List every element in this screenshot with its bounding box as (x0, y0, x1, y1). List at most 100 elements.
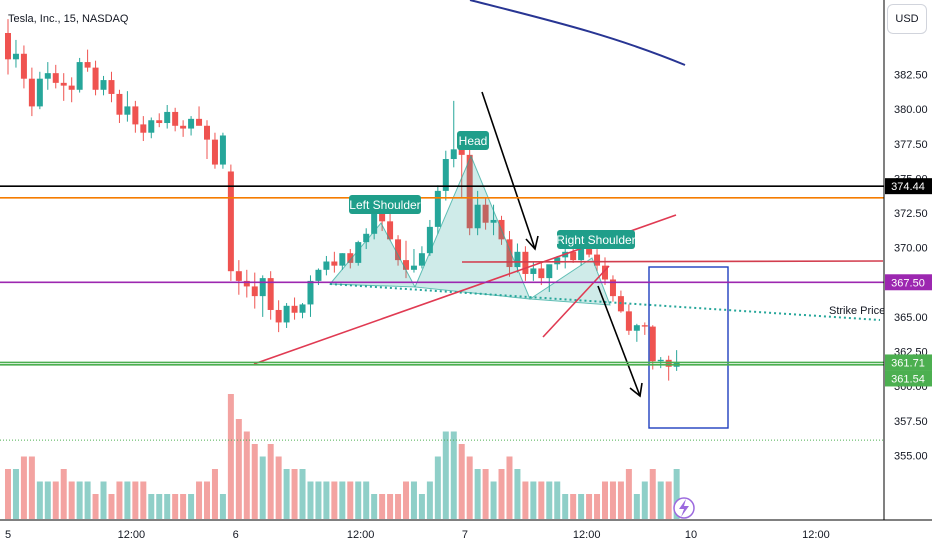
volume-bar (148, 494, 155, 519)
volume-bar (426, 481, 433, 519)
volume-bar (482, 469, 489, 519)
candle-body (148, 120, 155, 133)
volume-bar (188, 494, 195, 519)
price-label-bg (885, 274, 932, 291)
volume-bar (60, 469, 67, 519)
candle-body (283, 305, 290, 323)
volume-bar (251, 444, 258, 519)
price-tick: 372.50 (894, 208, 928, 220)
volume-bar (594, 494, 601, 519)
candle-body (164, 111, 171, 124)
volume-bar (180, 494, 187, 519)
candle-body (28, 78, 35, 107)
candle-body (12, 53, 19, 60)
candle-body (458, 149, 465, 155)
candle-body (506, 239, 513, 268)
volume-bar (442, 431, 449, 519)
candle-body (140, 124, 147, 133)
price-label-bg (885, 178, 932, 195)
price-label: 367.50 (891, 277, 925, 289)
volume-bar (466, 456, 473, 519)
volume-bar (546, 481, 553, 519)
candles (5, 19, 680, 381)
volume-bar (164, 494, 171, 519)
candle-body (307, 280, 314, 305)
volume-bar (498, 469, 505, 519)
price-label-bg (885, 354, 932, 371)
candle-body (100, 80, 107, 90)
candle-body (466, 154, 473, 229)
time-tick: 10 (685, 529, 697, 541)
price-label: 374.44 (891, 181, 925, 193)
annotation-left-shoulder-text: Left Shoulder (349, 198, 420, 212)
candle-body (538, 268, 545, 279)
volume-bar (291, 469, 298, 519)
volume-bar (315, 481, 322, 519)
volume-bar (267, 444, 274, 519)
candle-body (570, 251, 577, 261)
horizontal-lines (0, 185, 884, 441)
volume-bar (562, 494, 569, 519)
candle-body (196, 118, 203, 126)
volume-bar (140, 481, 147, 519)
volume-bar (530, 481, 537, 519)
volume-bar (211, 469, 218, 519)
volume-bar (570, 494, 577, 519)
candle-body (339, 253, 346, 266)
volume-bar (204, 481, 210, 519)
volume-bar (323, 481, 330, 519)
chart-title: Tesla, Inc., 15, NASDAQ (8, 13, 129, 25)
volume-bar (665, 481, 672, 519)
volume-bar (235, 419, 242, 519)
candle-body (227, 171, 234, 272)
volume-bar (227, 394, 234, 519)
volume-bar (243, 431, 250, 519)
volume-bar (641, 481, 648, 519)
candle-body (172, 111, 179, 126)
price-tick: 380.00 (894, 104, 928, 116)
candle-body (403, 260, 409, 270)
volume-bar (219, 494, 226, 519)
candle-body (44, 73, 51, 79)
time-tick: 7 (462, 529, 468, 541)
volume-bar (602, 481, 608, 519)
volume-bar (657, 481, 664, 519)
candle-body (633, 325, 640, 331)
volume-bar (259, 456, 266, 519)
time-tick: 6 (233, 529, 239, 541)
candle-body (514, 251, 521, 268)
annotation-strike-price: Strike Price (829, 305, 885, 317)
currency-button[interactable]: USD (887, 4, 927, 34)
volume-bar (458, 444, 465, 519)
candle-body (522, 251, 529, 274)
candle-body (259, 278, 266, 297)
lightning-icon[interactable] (673, 497, 695, 519)
volume-bar (379, 494, 386, 519)
volume-bar (299, 469, 306, 519)
candle-body (426, 226, 433, 254)
volume-bar (538, 481, 545, 519)
candle-body (323, 261, 330, 270)
volume-bar (625, 469, 632, 519)
volume-bar (586, 494, 593, 519)
candle-body (347, 253, 354, 263)
volume-bar (363, 481, 370, 519)
candle-body (371, 211, 378, 234)
volume-bar (132, 481, 139, 519)
time-tick: 12:00 (802, 529, 830, 541)
candle-body (132, 106, 139, 125)
volume-bar (124, 481, 131, 519)
time-tick: 5 (5, 529, 11, 541)
volume-bar (506, 456, 513, 519)
annotation-head-text: Head (459, 134, 488, 148)
volume-bar (355, 481, 362, 519)
candle-body (546, 264, 553, 279)
volume-bar (339, 481, 346, 519)
volume-bar (52, 481, 59, 519)
annotation-right-shoulder-text: Right Shoulder (556, 233, 635, 247)
candle-body (251, 286, 258, 297)
candle-body (609, 279, 616, 297)
volume-bar (108, 494, 115, 519)
candle-body (594, 254, 601, 266)
